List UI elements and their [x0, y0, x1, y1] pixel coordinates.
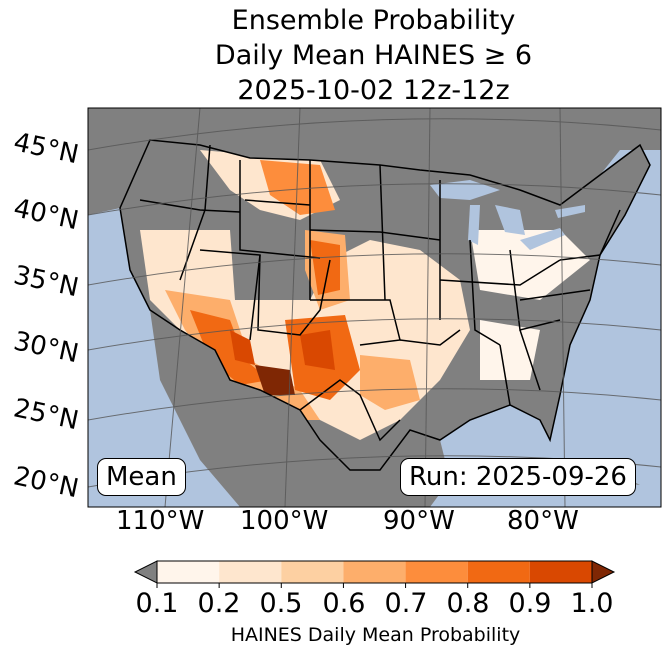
mexico-land [150, 310, 450, 507]
colorbar-bin-3 [343, 561, 406, 583]
colorbar-frame [156, 560, 593, 584]
great-lakes [430, 180, 500, 200]
lake-erie [520, 228, 565, 250]
title-line-1: Ensemble Probability [231, 5, 516, 36]
probability-field [140, 150, 590, 440]
colorbar-tick-6: 0.9 [508, 588, 552, 619]
colorbar-tick-1: 0.2 [197, 588, 241, 619]
colorbar-tick-0: 0.1 [135, 588, 179, 619]
lake-michigan [468, 205, 480, 245]
lake-huron [495, 205, 525, 235]
title-line-2: Daily Mean HAINES ≥ 6 [214, 40, 533, 71]
colorbar-tick-2: 0.5 [259, 588, 303, 619]
colorbar-bin-4 [405, 561, 468, 583]
canada-land [88, 108, 661, 215]
lake-ontario [555, 205, 585, 218]
statistic-label-box: Mean [97, 458, 186, 496]
graticule [88, 108, 661, 507]
colorbar-bin-0 [157, 561, 220, 583]
colorbar-bin-6 [529, 561, 592, 583]
lon-label-110: 110°W [116, 506, 205, 536]
lon-label-90: 90°W [383, 506, 455, 536]
colorbar-tick-7: 1.0 [570, 588, 614, 619]
colorbar-bin-2 [281, 561, 344, 583]
run-date-label-box: Run: 2025-09-26 [400, 458, 636, 496]
colorbar-tick-3: 0.6 [322, 588, 366, 619]
map-frame [87, 107, 662, 508]
colorbar-bin-5 [467, 561, 530, 583]
colorbar-bin-1 [219, 561, 282, 583]
lon-label-100: 100°W [240, 506, 329, 536]
title-line-3: 2025-10-02 12z-12z [237, 75, 510, 106]
colorbar-over-arrow [591, 560, 616, 584]
colorbar-label: HAINES Daily Mean Probability [230, 624, 521, 646]
colorbar-under-arrow [133, 560, 158, 584]
lon-label-80: 80°W [507, 506, 579, 536]
colorbar-tick-4: 0.7 [384, 588, 428, 619]
colorbar-tick-5: 0.8 [446, 588, 490, 619]
